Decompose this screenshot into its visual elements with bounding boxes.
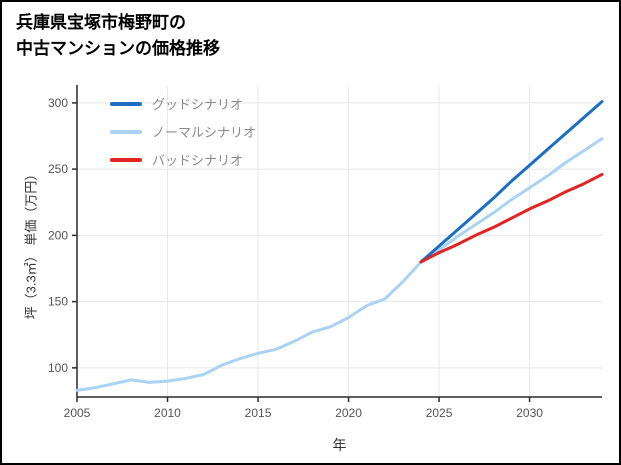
series-line-グッドシナリオ xyxy=(419,100,604,264)
x-axis-label: 年 xyxy=(332,437,347,453)
y-axis-label: 坪（3.3㎡） 単価（万円） xyxy=(23,167,39,320)
legend-item: バッドシナリオ xyxy=(110,150,256,169)
chart-title-line1: 兵庫県宝塚市梅野町の xyxy=(16,13,186,32)
x-tick-label: 2005 xyxy=(64,406,91,420)
x-tick-label: 2015 xyxy=(245,406,272,420)
legend: グッドシナリオ ノーマルシナリオ バッドシナリオ xyxy=(110,94,256,178)
legend-item: グッドシナリオ xyxy=(110,94,256,113)
y-tick-label: 100 xyxy=(48,361,68,375)
legend-swatch xyxy=(110,101,142,106)
legend-label: グッドシナリオ xyxy=(152,97,244,112)
y-tick-label: 200 xyxy=(48,228,68,242)
x-tick-label: 2010 xyxy=(154,406,181,420)
legend-swatch xyxy=(110,129,142,134)
legend-swatch xyxy=(110,157,142,162)
chart-title: 兵庫県宝塚市梅野町の 中古マンションの価格推移 xyxy=(16,10,220,61)
y-tick-label: 150 xyxy=(48,295,68,309)
y-tick-label: 250 xyxy=(48,162,68,176)
legend-label: バッドシナリオ xyxy=(152,153,244,168)
x-tick-label: 2030 xyxy=(516,406,543,420)
series-line-ノーマルシナリオ xyxy=(75,137,604,392)
legend-label: ノーマルシナリオ xyxy=(152,125,257,140)
series-line-バッドシナリオ xyxy=(419,172,604,264)
x-tick-label: 2020 xyxy=(335,406,362,420)
x-tick-label: 2025 xyxy=(426,406,453,420)
legend-item: ノーマルシナリオ xyxy=(110,122,256,141)
chart-title-line2: 中古マンションの価格推移 xyxy=(16,38,220,58)
y-tick-label: 300 xyxy=(48,96,68,110)
